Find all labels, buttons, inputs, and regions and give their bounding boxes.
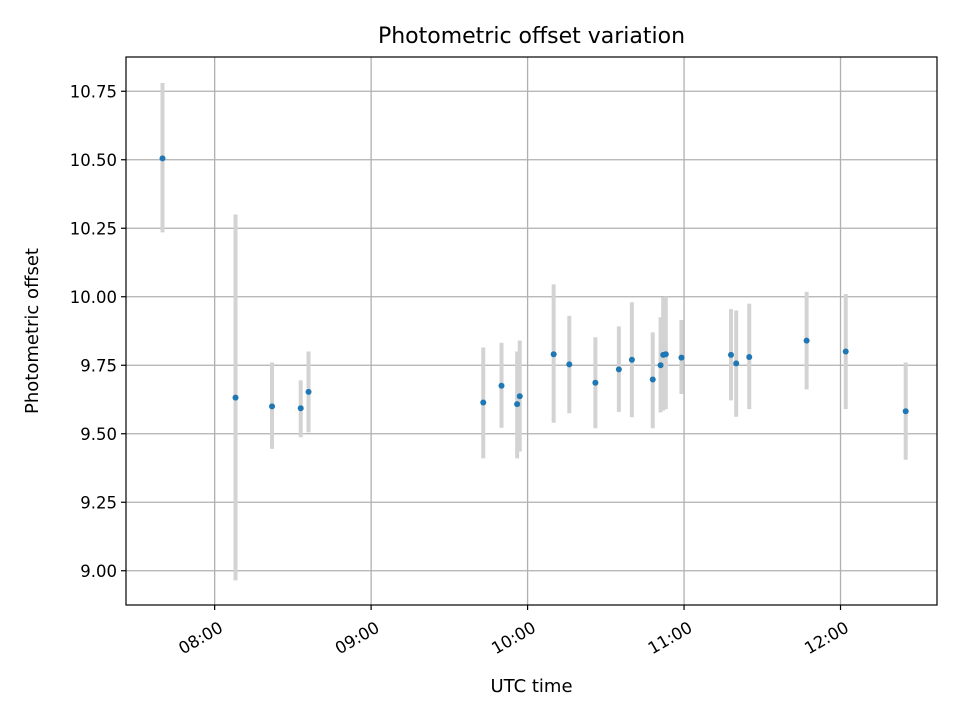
y-tick-label: 9.50 (80, 425, 117, 444)
data-point (727, 351, 734, 358)
data-point (842, 348, 849, 355)
data-point (550, 351, 557, 358)
data-point (657, 362, 664, 369)
y-axis-label: Photometric offset (22, 248, 43, 414)
data-point (733, 360, 740, 367)
data-point (159, 155, 166, 162)
y-tick-label: 10.25 (70, 219, 117, 238)
data-point (615, 366, 622, 373)
y-tick-label: 10.00 (70, 288, 117, 307)
plot-background (126, 57, 937, 605)
plot-frame (125, 56, 938, 606)
data-point (269, 403, 276, 410)
data-point (516, 393, 523, 400)
plot-area (125, 56, 938, 606)
data-point (566, 361, 573, 368)
data-point (480, 399, 487, 406)
data-points (159, 155, 909, 415)
grid (126, 57, 937, 605)
y-tick-label: 9.00 (80, 562, 117, 581)
chart-title: Photometric offset variation (378, 24, 685, 49)
data-point (902, 408, 909, 415)
data-point (498, 382, 505, 389)
data-point (232, 394, 239, 401)
data-point (305, 388, 312, 395)
data-point (803, 337, 810, 344)
data-point (678, 354, 685, 361)
y-tick-label: 9.75 (80, 356, 117, 375)
y-tick-label: 9.25 (80, 493, 117, 512)
data-point (514, 401, 521, 408)
data-point (297, 405, 304, 412)
data-point (649, 376, 656, 383)
x-axis-label: UTC time (490, 676, 572, 697)
y-axis: 9.00 9.25 9.50 9.75 10.00 10.25 10.50 10.75 (70, 82, 126, 581)
y-tick-label: 10.50 (70, 151, 117, 170)
data-point (662, 351, 669, 358)
data-point (592, 379, 599, 386)
data-point (628, 356, 635, 363)
y-tick-label: 10.75 (70, 82, 117, 101)
data-point (746, 354, 753, 361)
